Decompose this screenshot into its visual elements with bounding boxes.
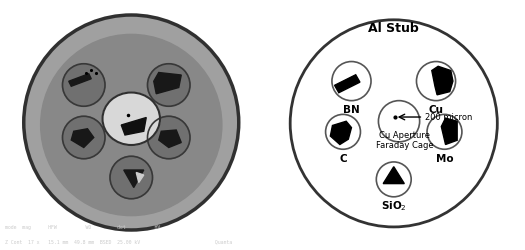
Polygon shape	[383, 167, 404, 184]
Polygon shape	[159, 130, 181, 148]
Text: Z Cont  17 x   15.1 mm  49.8 mm  BSED  25.00 kV                          Quanta: Z Cont 17 x 15.1 mm 49.8 mm BSED 25.00 k…	[5, 240, 233, 244]
Polygon shape	[121, 118, 146, 135]
Circle shape	[62, 116, 105, 159]
Ellipse shape	[24, 15, 239, 230]
Circle shape	[110, 156, 152, 199]
Polygon shape	[69, 74, 91, 86]
Polygon shape	[334, 75, 360, 93]
Circle shape	[148, 64, 190, 106]
Ellipse shape	[40, 34, 222, 216]
Text: 200 micron: 200 micron	[425, 112, 473, 122]
Polygon shape	[442, 118, 457, 144]
Polygon shape	[154, 72, 181, 94]
Ellipse shape	[102, 92, 160, 145]
Polygon shape	[136, 172, 144, 182]
Polygon shape	[432, 66, 453, 95]
Text: mode  mag      HFW          WD         det          HV: mode mag HFW WD det HV	[5, 225, 161, 230]
Text: C: C	[339, 154, 347, 164]
Polygon shape	[330, 121, 351, 144]
Text: Cu: Cu	[428, 105, 444, 115]
Circle shape	[62, 64, 105, 106]
Text: SiO$_2$: SiO$_2$	[381, 200, 407, 213]
Text: Mo: Mo	[436, 154, 453, 164]
Text: Al Stub: Al Stub	[369, 22, 419, 35]
Text: 5 mm: 5 mm	[181, 220, 197, 226]
Text: BN: BN	[343, 105, 360, 115]
Polygon shape	[71, 129, 94, 148]
Circle shape	[148, 116, 190, 159]
Polygon shape	[124, 170, 144, 188]
Text: Cu Aperture
Faraday Cage: Cu Aperture Faraday Cage	[375, 130, 433, 150]
